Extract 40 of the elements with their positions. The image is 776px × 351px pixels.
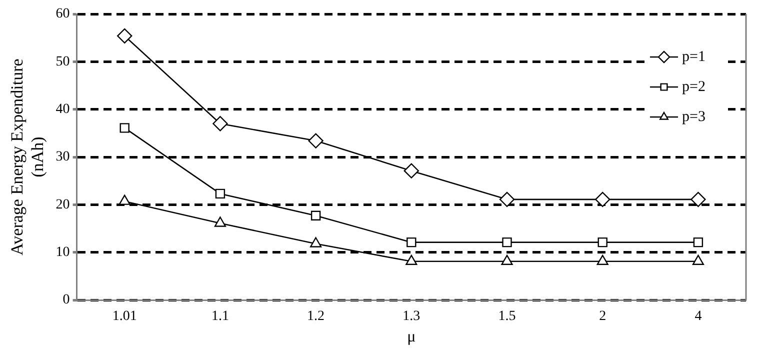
x-tick-label: 4 — [694, 309, 702, 324]
point — [406, 237, 416, 248]
y-tick-label: 60 — [56, 6, 70, 22]
x-tick-label: 1.2 — [307, 309, 325, 324]
legend-label: p=2 — [682, 78, 706, 95]
x-tick-label: 1.01 — [112, 309, 137, 324]
point — [310, 237, 322, 248]
point — [598, 237, 608, 248]
point — [693, 237, 704, 248]
legend-label: p=1 — [682, 48, 706, 65]
y-tick-label: 50 — [56, 54, 70, 70]
point — [499, 192, 515, 208]
point — [308, 133, 324, 148]
x-tick-label: 1.5 — [498, 309, 516, 324]
y-tick-label: 0 — [62, 292, 70, 308]
y-tick-label: 20 — [56, 197, 70, 212]
x-tick-label: 1.3 — [402, 309, 420, 324]
x-axis-title: μ — [407, 328, 416, 346]
point — [406, 254, 418, 265]
point — [692, 254, 704, 265]
y-tick-label: 30 — [56, 150, 70, 165]
point — [501, 254, 513, 265]
y-tick-label: 10 — [56, 245, 70, 260]
legend-label: p=3 — [682, 108, 706, 125]
y-tick-label: 40 — [56, 102, 70, 118]
point — [118, 194, 130, 205]
point — [212, 116, 228, 132]
point — [596, 254, 608, 265]
point — [120, 123, 130, 133]
point — [215, 188, 226, 199]
point — [310, 210, 321, 220]
point — [502, 237, 512, 248]
point — [404, 163, 419, 178]
point — [690, 192, 706, 208]
x-tick-label: 2 — [599, 309, 606, 324]
x-tick-label: 1.1 — [211, 309, 229, 324]
point — [595, 192, 610, 208]
point — [214, 216, 226, 227]
y-axis-title: Average Energy Expenditure (nAh) — [8, 58, 48, 256]
point — [117, 28, 132, 44]
